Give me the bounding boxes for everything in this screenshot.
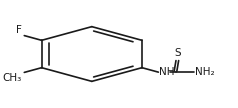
- Text: CH₃: CH₃: [3, 73, 22, 83]
- Text: F: F: [16, 25, 22, 35]
- Text: NH₂: NH₂: [195, 68, 215, 77]
- Text: S: S: [174, 48, 181, 58]
- Text: NH: NH: [159, 68, 175, 77]
